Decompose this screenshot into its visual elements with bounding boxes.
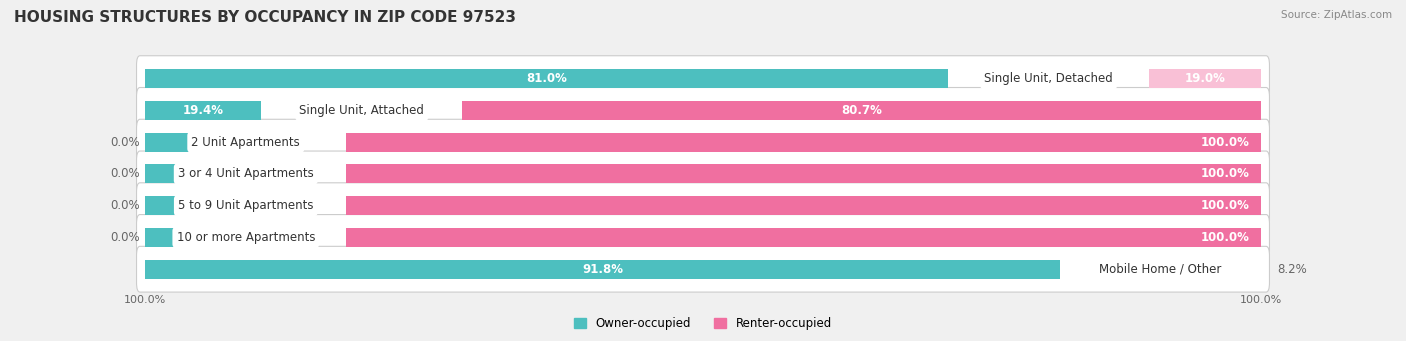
Text: 0.0%: 0.0% (110, 231, 139, 244)
Text: 0.0%: 0.0% (110, 167, 139, 180)
Bar (145, 69, 948, 88)
FancyBboxPatch shape (136, 88, 1270, 133)
Bar (346, 196, 1261, 215)
FancyBboxPatch shape (136, 151, 1270, 197)
Text: 80.7%: 80.7% (841, 104, 882, 117)
Text: Single Unit, Detached: Single Unit, Detached (984, 72, 1114, 85)
Bar (463, 101, 1261, 120)
Text: 19.0%: 19.0% (1184, 72, 1225, 85)
FancyBboxPatch shape (136, 119, 1270, 165)
Legend: Owner-occupied, Renter-occupied: Owner-occupied, Renter-occupied (569, 312, 837, 335)
Bar (145, 260, 1060, 279)
Bar (1149, 69, 1261, 88)
Bar (346, 228, 1261, 247)
Text: Mobile Home / Other: Mobile Home / Other (1099, 263, 1222, 276)
FancyBboxPatch shape (136, 56, 1270, 102)
Text: 100.0%: 100.0% (1201, 199, 1250, 212)
Text: 2 Unit Apartments: 2 Unit Apartments (191, 136, 301, 149)
Bar (145, 164, 224, 183)
FancyBboxPatch shape (136, 183, 1270, 228)
Bar (145, 228, 224, 247)
Bar (145, 133, 224, 152)
Text: 8.2%: 8.2% (1277, 263, 1308, 276)
Bar (145, 196, 224, 215)
Text: 0.0%: 0.0% (110, 136, 139, 149)
Text: 100.0%: 100.0% (1201, 136, 1250, 149)
Bar (346, 133, 1261, 152)
Bar (1149, 69, 1261, 88)
FancyBboxPatch shape (136, 214, 1270, 260)
Text: 0.0%: 0.0% (110, 199, 139, 212)
Text: HOUSING STRUCTURES BY OCCUPANCY IN ZIP CODE 97523: HOUSING STRUCTURES BY OCCUPANCY IN ZIP C… (14, 10, 516, 25)
Text: 91.8%: 91.8% (582, 263, 623, 276)
Text: 100.0%: 100.0% (1201, 167, 1250, 180)
Bar (346, 164, 1261, 183)
Text: 3 or 4 Unit Apartments: 3 or 4 Unit Apartments (179, 167, 314, 180)
Text: 19.4%: 19.4% (183, 104, 224, 117)
Text: Single Unit, Attached: Single Unit, Attached (299, 104, 425, 117)
Text: 10 or more Apartments: 10 or more Apartments (177, 231, 315, 244)
Text: 100.0%: 100.0% (1201, 231, 1250, 244)
FancyBboxPatch shape (136, 246, 1270, 292)
Text: 5 to 9 Unit Apartments: 5 to 9 Unit Apartments (179, 199, 314, 212)
Bar (145, 101, 262, 120)
Text: 81.0%: 81.0% (526, 72, 568, 85)
Text: Source: ZipAtlas.com: Source: ZipAtlas.com (1281, 10, 1392, 20)
